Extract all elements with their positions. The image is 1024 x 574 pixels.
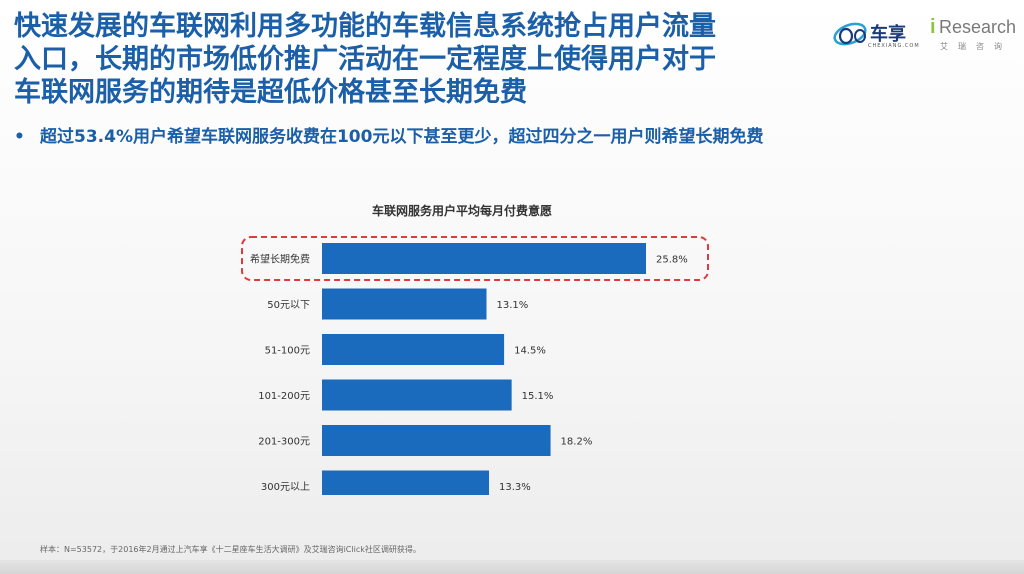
sample-footnote: 样本：N=53572，于2016年2月通过上汽车享《十二星座车生活大调研》及艾瑞… — [40, 545, 421, 554]
chexiang-logo: 车享 CHEXIANG.COM — [832, 16, 920, 56]
category-label-3: 101-200元 — [258, 391, 310, 402]
bar-3 — [322, 379, 512, 411]
bottom-band — [0, 560, 1024, 574]
value-label-4: 18.2% — [561, 437, 593, 448]
highlight-frame — [241, 236, 709, 281]
value-label-2: 14.5% — [514, 346, 546, 357]
value-label-1: 13.1% — [497, 300, 529, 311]
category-label-4: 201-300元 — [258, 437, 310, 448]
headline-line-1: 快速发展的车联网利用多功能的车载信息系统抢占用户流量 — [14, 11, 716, 42]
key-finding-text: 超过53.4%用户希望车联网服务收费在100元以下甚至更少，超过四分之一用户则希… — [40, 127, 764, 147]
value-label-0: 25.8% — [656, 255, 688, 266]
chart-title: 车联网服务用户平均每月付费意愿 — [371, 204, 552, 218]
category-label-2: 51-100元 — [265, 346, 310, 357]
key-finding-bullet: • 超过53.4%用户希望车联网服务收费在100元以下甚至更少，超过四分之一用户则… — [14, 122, 763, 147]
chexiang-swirl-icon — [833, 22, 867, 46]
chexiang-logo-text: 车享 — [870, 24, 906, 45]
bar-4 — [322, 425, 551, 456]
category-label-0: 希望长期免费 — [250, 253, 310, 266]
iresearch-logo-chinese: 艾瑞咨询 — [940, 42, 1012, 51]
headline-line-3: 车联网服务的期待是超低价格甚至长期免费 — [14, 77, 527, 108]
bar-1 — [322, 288, 487, 320]
iresearch-logo-word: Research — [939, 17, 1017, 37]
headline-line-2: 入口，长期的市场低价推广活动在一定程度上使得用户对于 — [14, 44, 716, 75]
iresearch-logo-i: i — [930, 16, 936, 38]
chexiang-logo-subtext: CHEXIANG.COM — [868, 43, 920, 49]
bullet-marker: • — [14, 127, 25, 147]
logo-group: 车享 CHEXIANG.COM i Research 艾瑞咨询 — [832, 14, 1022, 58]
bar-2 — [322, 334, 505, 365]
category-label-1: 50元以下 — [267, 300, 310, 311]
iresearch-logo: i Research 艾瑞咨询 — [930, 14, 1022, 58]
value-label-5: 13.3% — [499, 482, 531, 493]
bar-chart: 希望长期免费 25.8% 50元以下 13.1% 51-100元 14.5% 101-200… — [241, 236, 709, 495]
category-label-5: 300元以上 — [261, 481, 310, 493]
bar-5 — [322, 470, 490, 495]
bar-0 — [322, 243, 646, 274]
page-headline: 快速发展的车联网利用多功能的车载信息系统抢占用户流量 入口，长期的市场低价推广活… — [14, 10, 824, 109]
value-label-3: 15.1% — [522, 391, 554, 402]
